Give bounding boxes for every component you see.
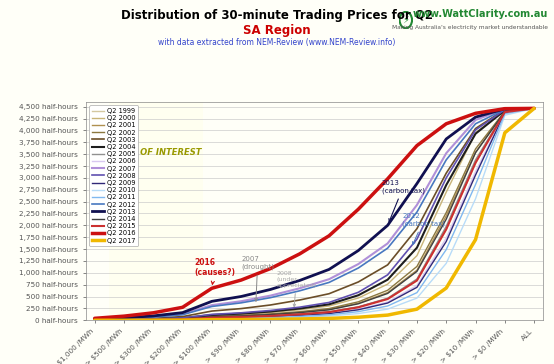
Text: 2012
(carbon tax): 2012 (carbon tax) <box>402 213 445 245</box>
Text: SA Region: SA Region <box>243 24 311 37</box>
Text: Making Australia's electricity market understandable: Making Australia's electricity market un… <box>392 25 548 31</box>
Text: 2007
(drought): 2007 (drought) <box>241 256 274 301</box>
Text: 2008
(under-
appreciated): 2008 (under- appreciated) <box>276 272 316 306</box>
Text: www.WattClarity.com.au: www.WattClarity.com.au <box>413 9 548 19</box>
Bar <box>109 102 203 320</box>
Text: Distribution of 30-minute Trading Prices for Q2: Distribution of 30-minute Trading Prices… <box>121 9 433 22</box>
Text: 2016
(causes?): 2016 (causes?) <box>194 258 235 284</box>
Legend: Q2 1999, Q2 2000, Q2 2001, Q2 2002, Q2 2003, Q2 2004, Q2 2005, Q2 2006, Q2 2007,: Q2 1999, Q2 2000, Q2 2001, Q2 2002, Q2 2… <box>89 105 138 246</box>
Text: 2013
(carbon tax): 2013 (carbon tax) <box>382 180 425 222</box>
Text: ⚡: ⚡ <box>402 15 409 25</box>
Text: with data extracted from NEM-Review (www.NEM-Review.info): with data extracted from NEM-Review (www… <box>158 38 396 47</box>
Text: AREA OF INTEREST: AREA OF INTEREST <box>112 148 202 157</box>
